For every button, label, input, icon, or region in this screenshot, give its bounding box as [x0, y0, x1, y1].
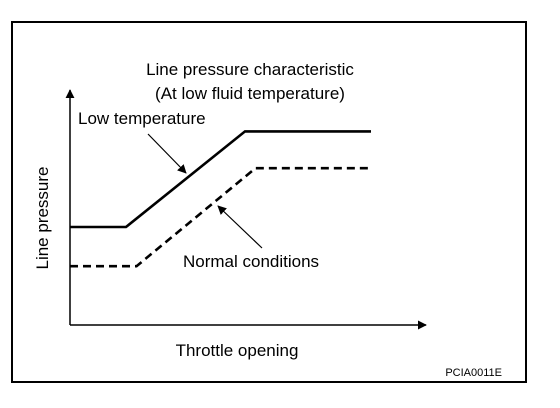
series-line-normal-conditions	[70, 166, 371, 268]
chart-title-line-2: (At low fluid temperature)	[155, 84, 345, 103]
y-axis-label: Line pressure	[33, 166, 52, 269]
figure-code: PCIA0011E	[445, 367, 502, 379]
series-line-low-temperature	[70, 130, 371, 229]
low-temperature-pointer	[147, 133, 187, 174]
normal-conditions-pointer	[217, 205, 263, 249]
chart-title-line-1: Line pressure characteristic	[146, 60, 354, 79]
figure-frame	[11, 21, 527, 383]
series-label-normal-conditions: Normal conditions	[183, 252, 319, 271]
x-axis-label: Throttle opening	[176, 341, 299, 360]
series-label-low-temperature: Low temperature	[78, 109, 206, 128]
